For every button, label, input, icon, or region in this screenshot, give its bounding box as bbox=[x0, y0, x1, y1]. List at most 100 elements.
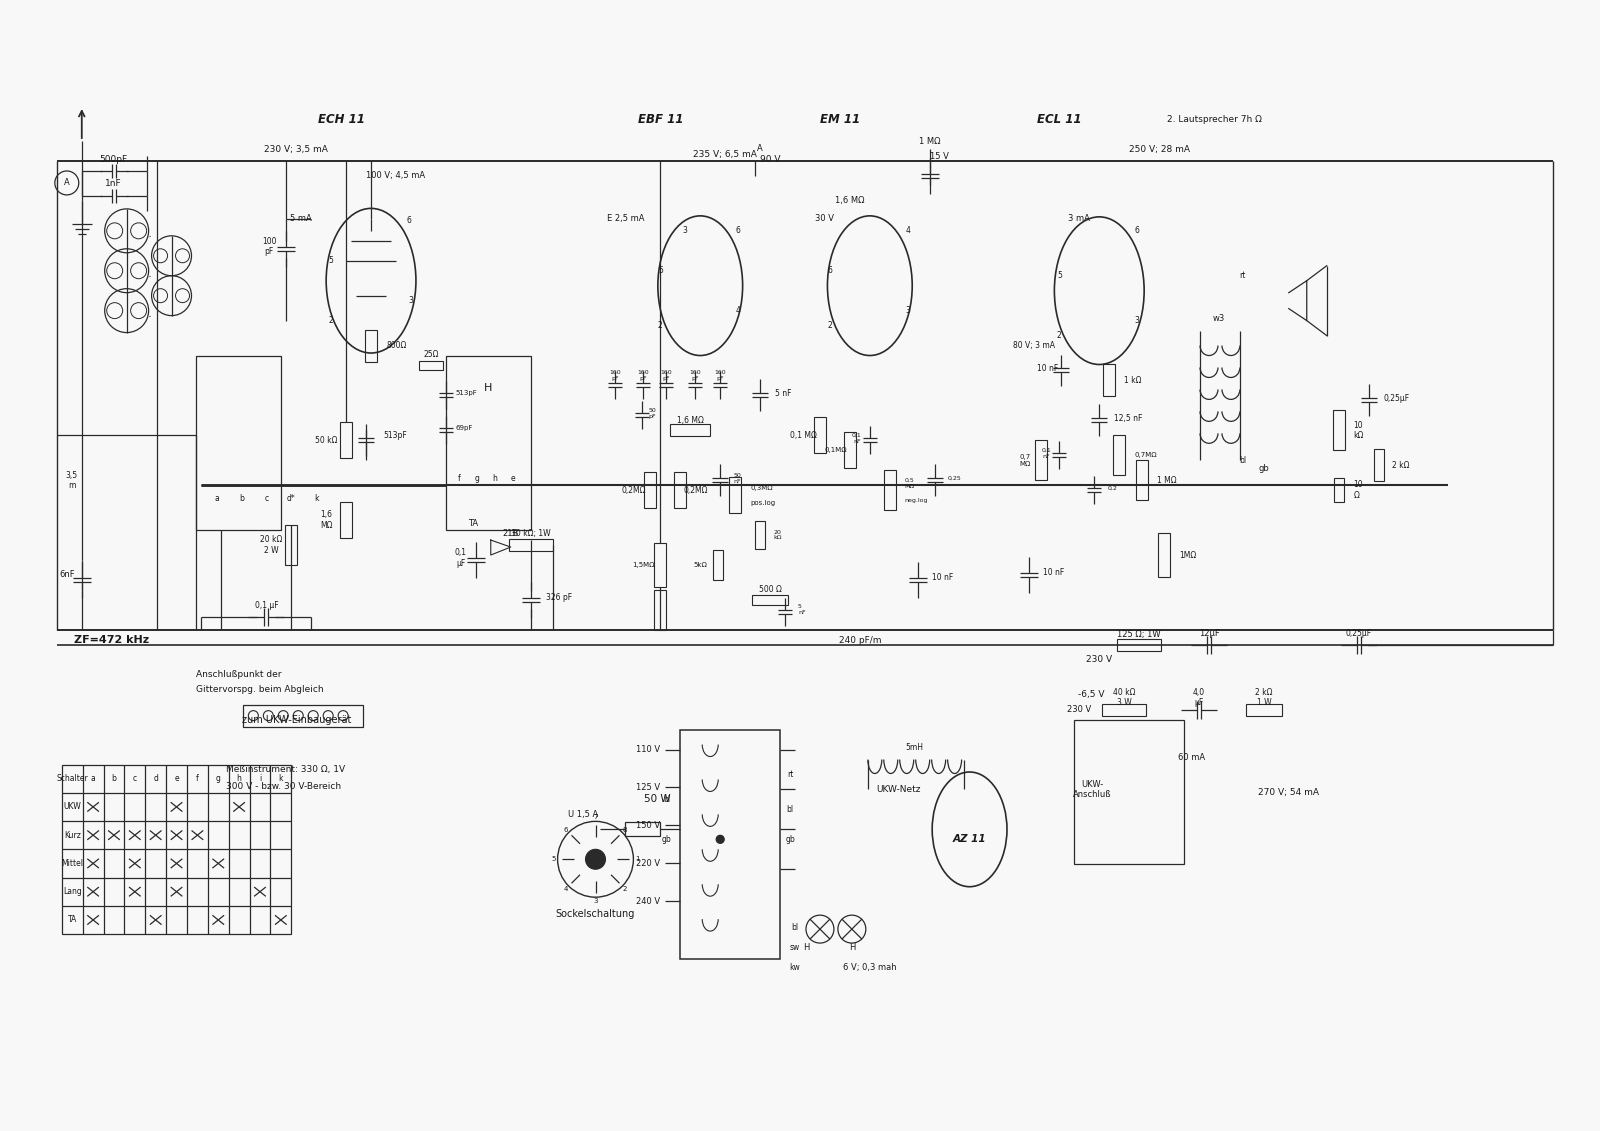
Bar bbox=[1246, 703, 1282, 716]
Text: 1 MΩ: 1 MΩ bbox=[918, 137, 941, 146]
Text: 30 kΩ; 1W: 30 kΩ; 1W bbox=[510, 528, 550, 537]
Bar bbox=[197, 355, 282, 530]
Text: UKW-
Anschluß: UKW- Anschluß bbox=[1074, 779, 1112, 800]
Text: 5
nF: 5 nF bbox=[798, 604, 806, 615]
Text: 1 MΩ: 1 MΩ bbox=[1157, 476, 1176, 485]
Text: 326 pF: 326 pF bbox=[546, 594, 571, 603]
Bar bbox=[419, 361, 443, 371]
Bar bbox=[1117, 639, 1162, 650]
Text: 3: 3 bbox=[408, 296, 413, 305]
Text: Gittervorspg. beim Abgleich: Gittervorspg. beim Abgleich bbox=[197, 685, 325, 694]
Text: e: e bbox=[510, 474, 515, 483]
Text: 30 V: 30 V bbox=[816, 215, 835, 223]
Bar bbox=[680, 729, 781, 959]
Text: 3: 3 bbox=[594, 898, 598, 904]
Bar bbox=[1074, 719, 1184, 864]
Bar bbox=[814, 417, 826, 454]
Text: g: g bbox=[474, 474, 480, 483]
Bar bbox=[243, 705, 363, 726]
Text: pos.log: pos.log bbox=[750, 500, 776, 507]
Text: c: c bbox=[264, 493, 269, 502]
Text: 110 V: 110 V bbox=[637, 745, 661, 754]
Text: 4,0
µF: 4,0 µF bbox=[1194, 688, 1205, 707]
Text: gb: gb bbox=[1259, 464, 1269, 473]
Bar bbox=[626, 822, 661, 836]
Text: 5: 5 bbox=[328, 257, 333, 266]
Text: 10 nF: 10 nF bbox=[931, 573, 954, 582]
Text: 160
pF: 160 pF bbox=[610, 370, 621, 381]
Text: Anschlußpunkt der: Anschlußpunkt der bbox=[197, 671, 282, 680]
Text: EBF 11: EBF 11 bbox=[638, 113, 683, 126]
Text: ECH 11: ECH 11 bbox=[318, 113, 365, 126]
Text: zum UKW-Einbaugerät: zum UKW-Einbaugerät bbox=[242, 715, 350, 725]
Text: 220 V: 220 V bbox=[637, 858, 661, 867]
Text: 12,5 nF: 12,5 nF bbox=[1114, 414, 1142, 423]
Text: 230 V; 3,5 mA: 230 V; 3,5 mA bbox=[264, 145, 328, 154]
Bar bbox=[752, 595, 789, 605]
Text: 125 V: 125 V bbox=[637, 783, 661, 792]
Text: h: h bbox=[237, 774, 242, 783]
Text: d: d bbox=[154, 774, 158, 783]
Text: 6 V; 0,3 mah: 6 V; 0,3 mah bbox=[843, 962, 896, 972]
Text: 1,6
MΩ: 1,6 MΩ bbox=[320, 510, 333, 529]
Text: UKW: UKW bbox=[64, 802, 82, 811]
Text: 7: 7 bbox=[594, 814, 598, 820]
Text: f: f bbox=[458, 474, 461, 483]
Bar bbox=[654, 543, 666, 587]
Text: 160
pF: 160 pF bbox=[714, 370, 726, 381]
Bar bbox=[509, 539, 552, 551]
Text: 0,1
µF: 0,1 µF bbox=[454, 549, 467, 568]
Text: 0,7
MΩ: 0,7 MΩ bbox=[1019, 454, 1030, 467]
Text: bl: bl bbox=[792, 923, 798, 932]
Bar bbox=[670, 424, 710, 437]
Text: 2: 2 bbox=[827, 321, 832, 330]
Text: 1nF: 1nF bbox=[106, 180, 122, 189]
Text: 3: 3 bbox=[1134, 316, 1139, 325]
Text: 1MΩ: 1MΩ bbox=[1179, 551, 1197, 560]
Text: w3: w3 bbox=[1213, 314, 1226, 323]
Circle shape bbox=[717, 836, 725, 844]
Text: 800Ω: 800Ω bbox=[386, 342, 406, 349]
Text: 10 nF: 10 nF bbox=[1037, 364, 1058, 373]
Text: 5: 5 bbox=[658, 266, 662, 275]
Bar bbox=[645, 473, 656, 508]
Text: ECL 11: ECL 11 bbox=[1037, 113, 1082, 126]
Text: 230 V: 230 V bbox=[1067, 705, 1091, 714]
Text: 3: 3 bbox=[906, 307, 910, 316]
Text: 90 V: 90 V bbox=[760, 155, 781, 164]
Text: gb: gb bbox=[661, 835, 672, 844]
Text: 80 V; 3 mA: 80 V; 3 mA bbox=[1013, 342, 1056, 349]
Text: 2: 2 bbox=[328, 316, 333, 325]
Bar bbox=[843, 432, 856, 468]
Text: 513pF: 513pF bbox=[382, 431, 406, 440]
Text: a: a bbox=[91, 774, 96, 783]
Text: 21B: 21B bbox=[502, 528, 518, 537]
Text: 5: 5 bbox=[1058, 271, 1062, 280]
Text: U 1,5 A: U 1,5 A bbox=[568, 810, 598, 819]
Bar bbox=[1334, 478, 1344, 502]
Text: 0,1
nF: 0,1 nF bbox=[851, 433, 862, 443]
Text: 513pF: 513pF bbox=[456, 390, 477, 397]
Text: 5 nF: 5 nF bbox=[774, 389, 792, 398]
Text: 12µF: 12µF bbox=[1198, 629, 1219, 638]
Text: 500pF: 500pF bbox=[99, 155, 128, 164]
Text: 235 V; 6,5 mA: 235 V; 6,5 mA bbox=[693, 149, 757, 158]
Bar bbox=[654, 590, 666, 630]
Text: 100
pF: 100 pF bbox=[262, 238, 277, 257]
Bar bbox=[1158, 533, 1170, 577]
Text: 5mH: 5mH bbox=[906, 743, 923, 752]
Text: k: k bbox=[278, 774, 283, 783]
Text: Meßinstrument: 330 Ω, 1V: Meßinstrument: 330 Ω, 1V bbox=[227, 765, 346, 774]
Text: UKW-Netz: UKW-Netz bbox=[875, 785, 920, 794]
Text: 1,5MΩ: 1,5MΩ bbox=[632, 562, 654, 568]
Text: 0,1
nF: 0,1 nF bbox=[1042, 448, 1051, 459]
Text: 4: 4 bbox=[906, 226, 910, 235]
Bar bbox=[1373, 449, 1384, 481]
Text: 5kΩ: 5kΩ bbox=[693, 562, 707, 568]
Text: 1: 1 bbox=[635, 856, 640, 862]
Text: -6,5 V: -6,5 V bbox=[1078, 690, 1104, 699]
Text: 0,1MΩ: 0,1MΩ bbox=[824, 447, 848, 454]
Text: 3 mA: 3 mA bbox=[1069, 215, 1090, 223]
Text: d*: d* bbox=[286, 493, 296, 502]
Text: A: A bbox=[757, 144, 763, 153]
